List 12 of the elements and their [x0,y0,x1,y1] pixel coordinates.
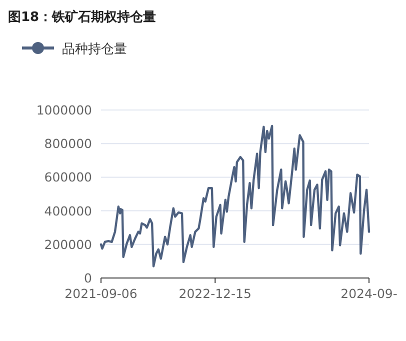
chart-title: 图18：铁矿石期权持仓量 [8,9,156,25]
y-tick-label: 600000 [44,170,92,185]
legend-label: 品种持仓量 [62,42,127,57]
y-tick-label: 1000000 [36,102,92,118]
x-tick-label: 2021-09-06 [64,286,138,301]
y-tick-label: 0 [84,270,92,286]
x-tick-label: 2024-09- [340,286,398,301]
line-series [100,124,370,268]
y-tick-label: 400000 [44,203,92,218]
y-tick-label: 800000 [44,136,92,152]
y-tick-label: 200000 [44,236,92,252]
x-tick-label: 2022-12-15 [178,286,252,301]
